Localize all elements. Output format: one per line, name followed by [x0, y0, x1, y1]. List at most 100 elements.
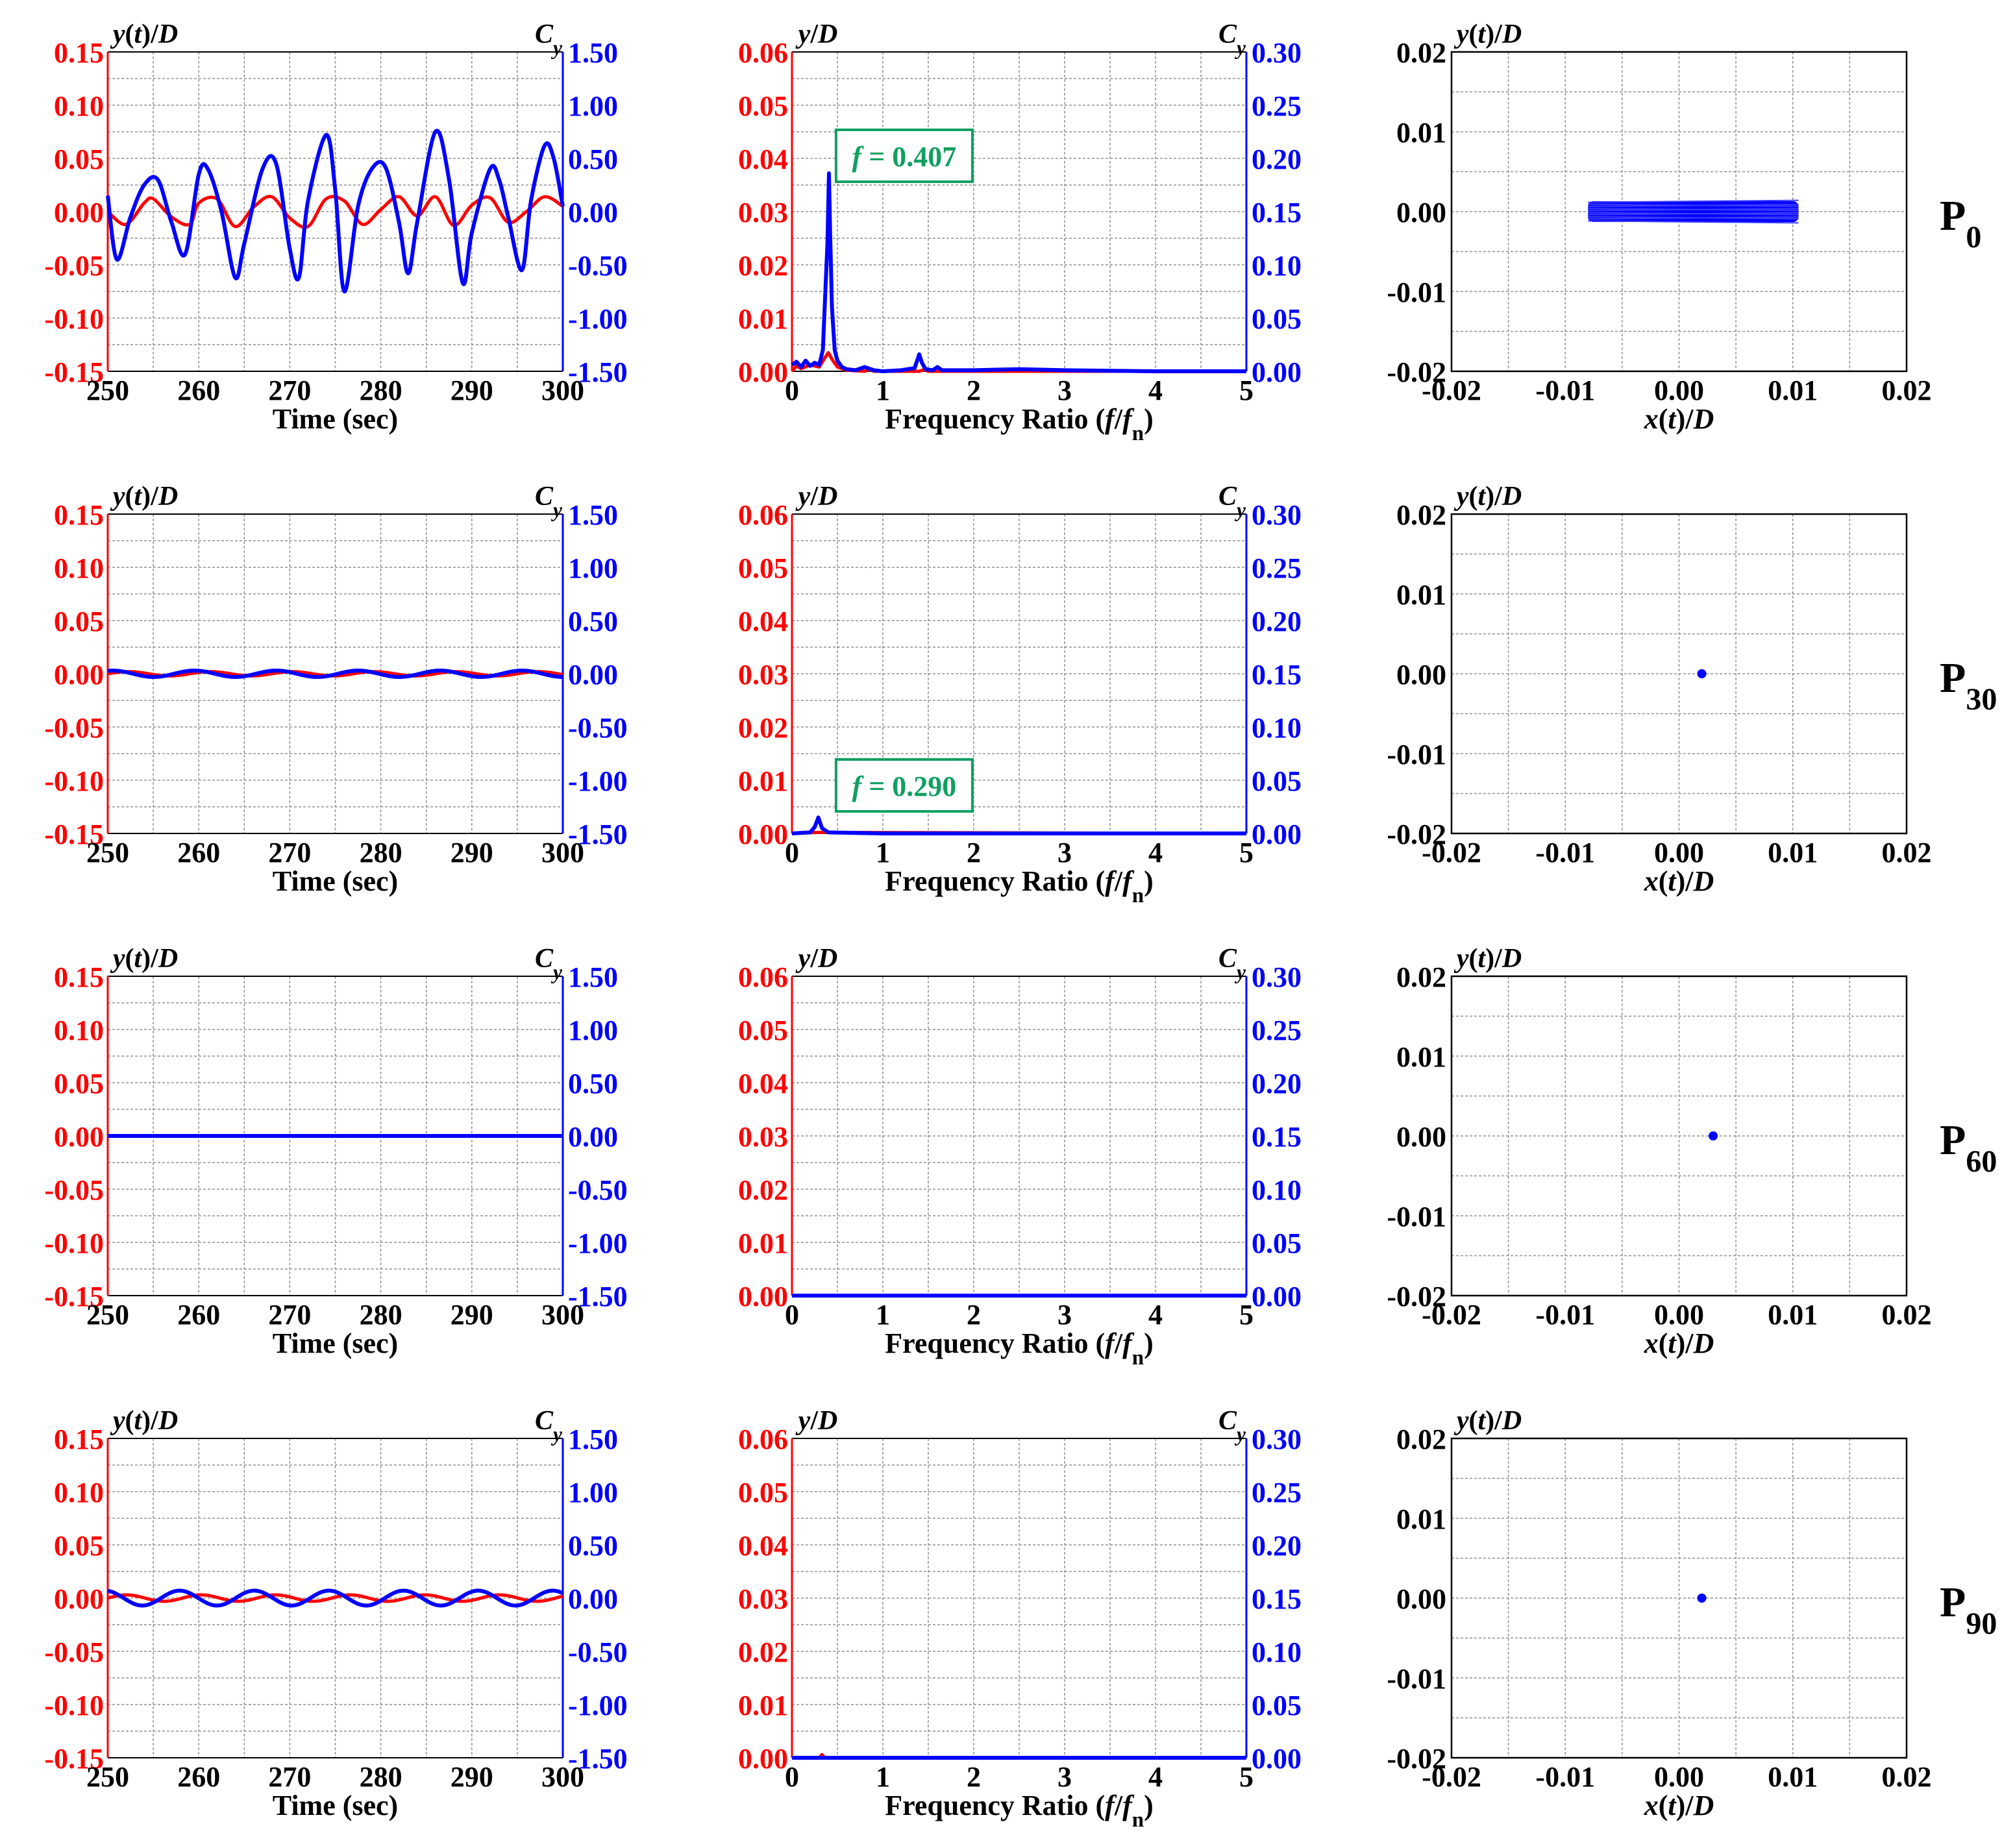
right-tick-label: 0.05: [1252, 303, 1302, 335]
x-axis-title: x(t)/D: [1644, 403, 1714, 435]
left-tick-label: -0.15: [44, 1281, 104, 1312]
right-tick-label: -1.50: [568, 819, 628, 850]
y-tick-label: -0.02: [1387, 1743, 1446, 1775]
left-tick-label: 0.15: [54, 961, 104, 993]
y-tick-label: 0.01: [1396, 579, 1446, 611]
right-axis-title: Cy: [1218, 944, 1246, 983]
left-tick-label: -0.15: [44, 819, 104, 850]
y-tick-label: 0.02: [1396, 1423, 1446, 1455]
x-tick-label: 260: [177, 1299, 220, 1331]
frame: [1450, 513, 1908, 835]
x-tick-label: 0.02: [1882, 837, 1932, 869]
right-tick-label: 0.00: [568, 197, 618, 228]
x-tick-label: 2: [967, 837, 981, 869]
x-tick-label: 1: [876, 1299, 890, 1331]
x-tick-label: 280: [360, 1299, 402, 1331]
x-tick-label: -0.01: [1535, 837, 1595, 869]
orbit-chart: 0.02 0.01 0.00 -0.01 -0.02-0.02 -0.01 0.00 0.01…: [1387, 482, 1931, 897]
x-tick-label: 2: [967, 375, 981, 406]
x-tick-label: 260: [177, 837, 220, 869]
right-tick-label: 0.10: [1252, 1174, 1302, 1206]
y-tick-label: 0.00: [1396, 659, 1446, 691]
right-tick-label: 1.50: [568, 961, 618, 993]
right-tick-label: 0.00: [1252, 1743, 1302, 1775]
left-tick-label: 0.06: [738, 961, 788, 993]
x-axis-title: Time (sec): [273, 865, 398, 897]
left-tick-label: 0.05: [54, 143, 104, 175]
left-tick-label: 0.01: [738, 1690, 788, 1721]
y-tick-label: -0.02: [1387, 1281, 1446, 1312]
series-line-lift-coefficient: [106, 1588, 564, 1608]
annotation-label: f = 0.290: [852, 770, 957, 802]
time-history-chart: 0.15 0.10 0.05 0.00 -0.05 -0.10 -0.15 1.50 1.00 0…: [44, 482, 627, 897]
right-tick-label: 0.05: [1252, 1690, 1302, 1721]
series-line-lift-coefficient: [106, 669, 564, 679]
row-label: P90: [1940, 1579, 1997, 1641]
x-tick-label: 300: [541, 375, 584, 406]
right-axis-title: Cy: [535, 944, 563, 983]
row-label: P60: [1940, 1116, 1997, 1179]
orbit-trace-loop: [1588, 204, 1799, 208]
x-tick-label: 270: [268, 837, 311, 869]
left-tick-label: -0.05: [44, 250, 104, 282]
right-tick-label: 0.30: [1252, 961, 1302, 993]
right-tick-label: -1.00: [568, 1227, 628, 1259]
row-label: P0: [1940, 192, 1981, 254]
right-tick-label: 0.50: [568, 606, 618, 637]
x-tick-label: 5: [1239, 375, 1254, 406]
orbit-chart: 0.02 0.01 0.00 -0.01 -0.02-0.02 -0.01 0.00 0.01…: [1387, 1406, 1931, 1821]
left-tick-label: 0.00: [738, 1743, 788, 1775]
right-tick-label: 0.00: [568, 1583, 618, 1615]
y-tick-label: -0.01: [1387, 277, 1446, 308]
x-tick-label: -0.02: [1422, 1761, 1481, 1793]
left-axis-title: y(t)/D: [110, 482, 178, 511]
x-tick-label: 3: [1057, 837, 1072, 869]
y-tick-label: -0.01: [1387, 739, 1446, 770]
y-tick-label: 0.00: [1396, 1121, 1446, 1153]
x-tick-label: 0: [785, 1761, 799, 1793]
left-axis-title: y(t)/D: [110, 944, 178, 974]
left-tick-label: 0.02: [738, 712, 788, 744]
x-tick-label: 0.00: [1654, 375, 1704, 406]
x-axis-title: Time (sec): [273, 1327, 398, 1359]
right-tick-label: 0.25: [1252, 552, 1302, 584]
left-tick-label: -0.05: [44, 712, 104, 744]
left-tick-label: -0.10: [44, 303, 104, 335]
x-tick-label: 0.01: [1768, 1299, 1818, 1331]
left-tick-label: 0.15: [54, 499, 104, 531]
right-tick-label: -1.00: [568, 1690, 628, 1721]
series-line-displacement: [107, 1593, 563, 1603]
time-history-chart: 0.15 0.10 0.05 0.00 -0.05 -0.10 -0.15 1.50 1.00 0…: [44, 1406, 627, 1821]
left-tick-label: 0.15: [54, 1423, 104, 1455]
left-axis-title: y(t)/D: [110, 19, 178, 49]
left-tick-label: 0.06: [738, 1423, 788, 1455]
left-tick-label: 0.05: [738, 1477, 788, 1509]
x-tick-label: 300: [541, 1299, 584, 1331]
left-tick-label: -0.15: [44, 356, 104, 388]
right-tick-label: 0.10: [1252, 1636, 1302, 1668]
left-tick-label: 0.00: [738, 1281, 788, 1312]
left-tick-label: 0.04: [738, 606, 788, 637]
left-tick-label: -0.05: [44, 1636, 104, 1668]
y-axis-title: y(t)/D: [1453, 1406, 1522, 1436]
x-tick-label: 0.01: [1768, 1761, 1818, 1793]
x-tick-label: 250: [86, 375, 129, 406]
x-tick-label: 1: [876, 1761, 890, 1793]
frame: [1450, 1437, 1908, 1759]
x-tick-label: 4: [1148, 837, 1163, 869]
series-line-lift-coefficient: [106, 129, 565, 294]
left-axis-title: y(t)/D: [110, 1406, 178, 1436]
left-tick-label: 0.10: [54, 90, 104, 122]
right-tick-label: 0.00: [568, 659, 618, 691]
x-tick-label: -0.01: [1535, 1299, 1595, 1331]
x-tick-label: 1: [876, 837, 890, 869]
x-tick-label: 3: [1057, 375, 1072, 406]
left-tick-label: 0.00: [738, 356, 788, 388]
y-axis-title: y(t)/D: [1453, 944, 1522, 974]
right-tick-label: 0.20: [1252, 143, 1302, 175]
right-tick-label: 0.25: [1252, 1477, 1302, 1509]
y-tick-label: 0.02: [1396, 37, 1446, 69]
right-tick-label: -1.50: [568, 356, 628, 388]
spectrum-chart: 0.06 0.05 0.04 0.03 0.02 0.01 0.00 0.30 0.25 0.20…: [738, 944, 1302, 1370]
x-axis-title: Frequency Ratio (f/fn): [885, 1790, 1153, 1832]
